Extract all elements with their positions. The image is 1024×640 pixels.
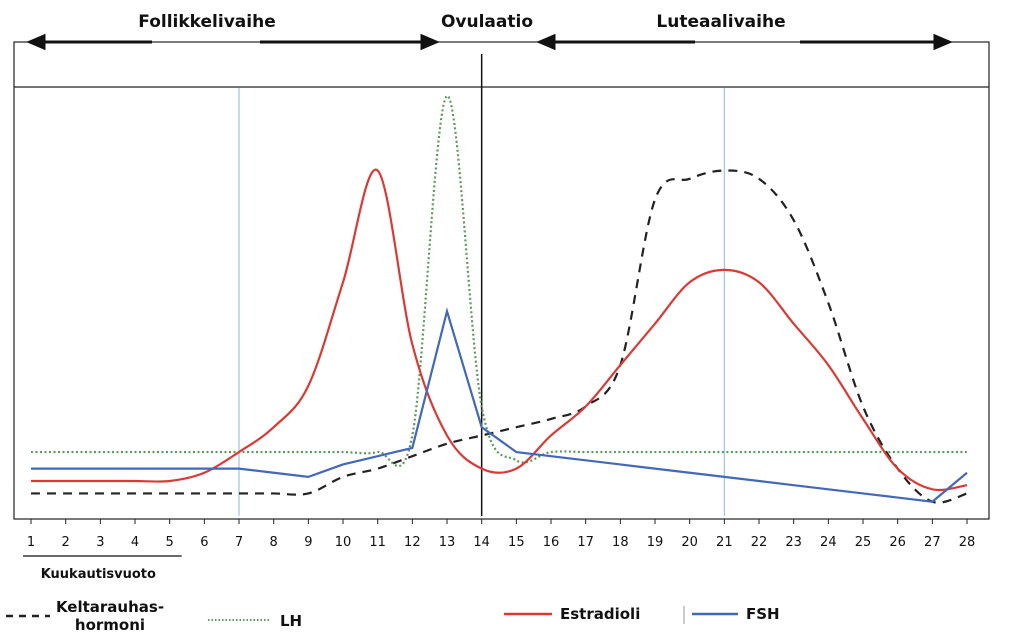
x-tick-label: 11 — [369, 535, 386, 550]
legend-label-progesterone-line2: hormoni — [75, 616, 145, 634]
legend-label-lh: LH — [280, 612, 302, 630]
x-tick-label: 2 — [62, 535, 70, 550]
menstruation-label: Kuukautisvuoto — [41, 567, 156, 582]
x-tick-label: 25 — [855, 535, 872, 550]
x-tick-label: 16 — [543, 535, 560, 550]
x-tick-label: 18 — [612, 535, 629, 550]
x-tick-label: 20 — [681, 535, 698, 550]
x-tick-label: 17 — [577, 535, 594, 550]
x-tick-label: 28 — [959, 535, 976, 550]
x-tick-label: 9 — [304, 535, 312, 550]
x-tick-label: 7 — [235, 535, 243, 550]
x-tick-label: 13 — [439, 535, 456, 550]
x-tick-label: 19 — [647, 535, 664, 550]
series-lh — [31, 94, 967, 468]
legend-label-estradiol: Estradioli — [560, 605, 640, 623]
legend: Keltarauhas- hormoni LH Estradioli FSH — [6, 598, 780, 634]
x-tick-label: 4 — [131, 535, 139, 550]
follicular-arrow — [26, 33, 440, 51]
x-tick-label: 12 — [404, 535, 421, 550]
legend-label-fsh: FSH — [746, 605, 780, 623]
x-tick-label: 27 — [924, 535, 941, 550]
luteal-arrow — [536, 33, 953, 51]
series-fsh — [31, 307, 968, 503]
series-progesterone — [30, 169, 968, 504]
x-tick-label: 3 — [96, 535, 104, 550]
legend-label-progesterone-line1: Keltarauhas- — [56, 598, 164, 616]
x-tick-label: 22 — [751, 535, 768, 550]
x-tick-label: 14 — [473, 535, 490, 550]
x-tick-label: 6 — [200, 535, 208, 550]
x-tick-label: 23 — [785, 535, 802, 550]
x-tick-label: 5 — [166, 535, 174, 550]
x-tick-label: 15 — [508, 535, 525, 550]
x-tick-label: 1 — [27, 535, 35, 550]
x-tick-label: 10 — [335, 535, 352, 550]
phase-follicular-label: Follikkelivaihe — [138, 12, 275, 32]
phase-ovulation-label: Ovulaatio — [441, 12, 533, 32]
x-tick-label: 21 — [716, 535, 733, 550]
phase-luteal-label: Luteaalivaihe — [656, 12, 785, 32]
x-tick-label: 8 — [270, 535, 278, 550]
x-tick-label: 26 — [889, 535, 906, 550]
chart-frame — [13, 41, 990, 520]
series-estradiol — [30, 168, 968, 492]
x-tick-label: 24 — [820, 535, 837, 550]
